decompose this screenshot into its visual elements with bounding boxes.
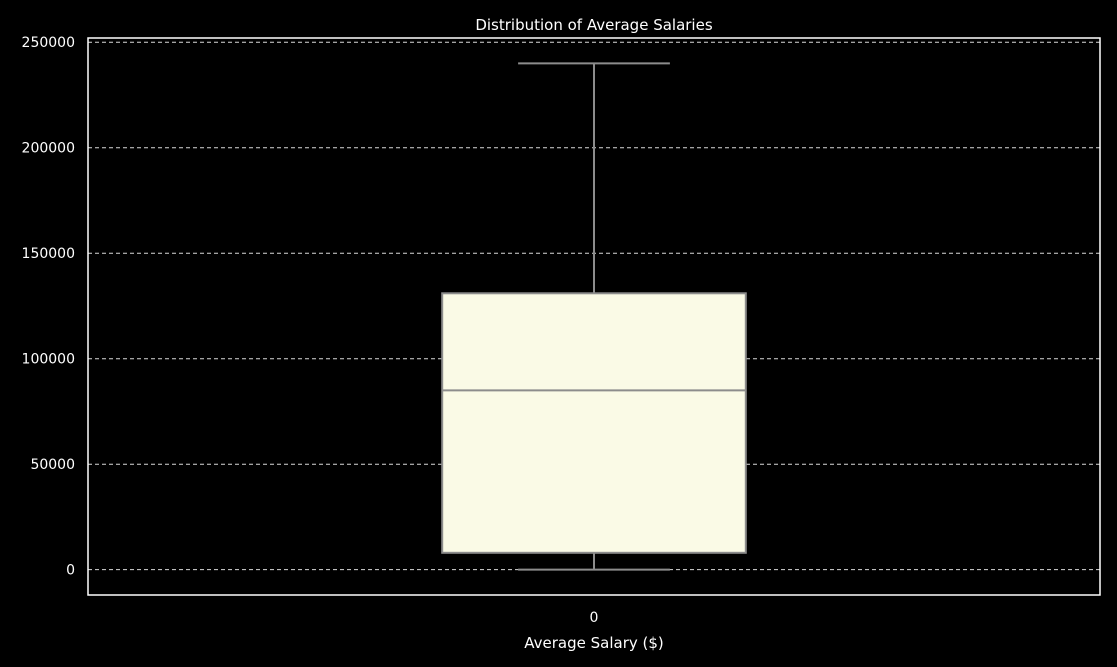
y-tick-label: 100000 bbox=[22, 352, 75, 368]
box-plot bbox=[441, 62, 747, 571]
y-tick-label: 150000 bbox=[22, 246, 75, 262]
x-tick-label: 0 bbox=[590, 610, 599, 626]
iqr-box bbox=[441, 292, 747, 554]
plot-frame bbox=[87, 37, 1101, 596]
y-tick-label: 50000 bbox=[30, 457, 75, 473]
chart-title: Distribution of Average Salaries bbox=[475, 16, 713, 34]
y-tick-labels: 0 50000 100000 150000 200000 250000 bbox=[22, 35, 75, 578]
x-axis-label: Average Salary ($) bbox=[524, 634, 664, 652]
y-tick-label: 0 bbox=[66, 563, 75, 579]
x-tick-labels: 0 bbox=[590, 610, 599, 626]
y-tick-label: 250000 bbox=[22, 35, 75, 51]
y-tick-label: 200000 bbox=[22, 141, 75, 157]
